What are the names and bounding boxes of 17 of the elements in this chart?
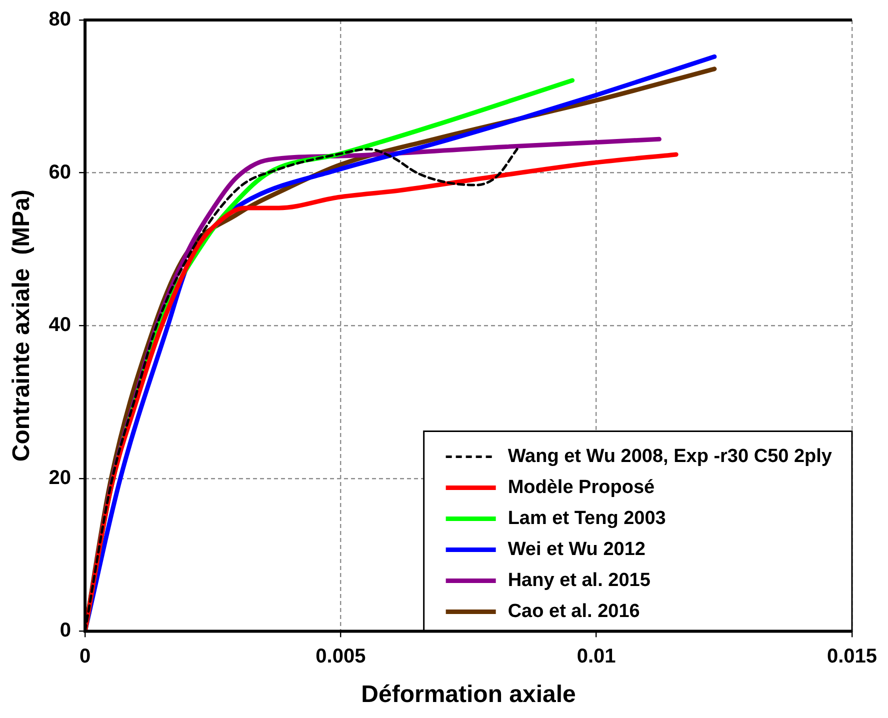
y-tick-label: 0 xyxy=(60,620,72,642)
legend-label: Hany et al. 2015 xyxy=(508,570,651,591)
y-tick-label: 80 xyxy=(48,8,72,31)
y-tick-label: 40 xyxy=(48,314,72,336)
x-axis-title: Déformation axiale xyxy=(361,681,576,708)
legend-label: Lam et Teng 2003 xyxy=(508,508,666,529)
legend-label: Wei et Wu 2012 xyxy=(508,538,646,560)
legend-label: Wang et Wu 2008, Exp -r30 C50 2ply xyxy=(508,446,832,467)
x-tick-label: 0 xyxy=(79,646,91,668)
legend-label: Modèle Proposé xyxy=(508,476,655,498)
x-tick-label: 0.01 xyxy=(576,646,616,668)
x-tick-label: 0.005 xyxy=(316,646,366,668)
legend-label: Cao et al. 2016 xyxy=(508,600,640,622)
y-tick-label: 60 xyxy=(48,161,72,184)
y-axis-title: Contrainte axiale (MPa) xyxy=(8,190,36,462)
y-tick-label: 20 xyxy=(48,466,72,489)
x-tick-label: 0.015 xyxy=(826,646,878,668)
